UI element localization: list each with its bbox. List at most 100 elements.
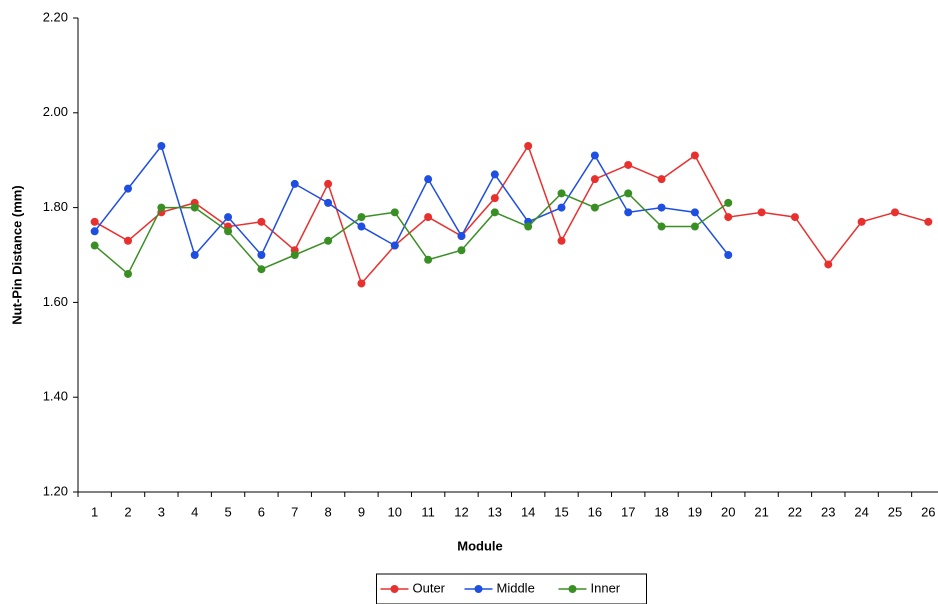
data-point	[357, 213, 366, 222]
legend-marker	[568, 585, 577, 593]
data-point	[190, 203, 199, 212]
data-point	[257, 265, 266, 274]
data-point	[824, 260, 833, 269]
data-point	[390, 208, 399, 217]
data-point	[157, 141, 166, 150]
data-point	[357, 222, 366, 231]
data-point	[390, 241, 399, 250]
data-point	[424, 255, 433, 264]
legend-marker	[474, 585, 483, 593]
data-point	[790, 213, 799, 222]
data-point	[590, 151, 599, 160]
series-line	[94, 144, 929, 285]
data-point	[490, 170, 499, 179]
x-tick-label: 13	[488, 504, 502, 519]
data-point	[657, 203, 666, 212]
x-tick-label: 14	[521, 504, 535, 519]
legend: Outer Middle Inner	[376, 573, 647, 604]
data-point	[290, 251, 299, 259]
x-tick-label: 26	[921, 504, 935, 519]
x-tick-label: 2	[124, 504, 131, 519]
y-tick-label: 1.80	[43, 199, 68, 214]
x-tick-label: 12	[454, 504, 468, 519]
data-point	[557, 236, 566, 245]
data-point	[224, 213, 233, 222]
y-tick-label: 2.20	[43, 9, 68, 24]
data-point	[124, 236, 133, 245]
data-point	[690, 151, 699, 160]
x-tick-label: 3	[158, 504, 165, 519]
x-tick-label: 18	[654, 504, 668, 519]
data-point	[890, 208, 899, 217]
y-axis-title: Nut-Pin Distance (mm)	[9, 185, 24, 324]
x-tick-label: 5	[224, 504, 231, 519]
x-axis-title: Module	[457, 538, 503, 553]
x-tick-label: 23	[821, 504, 835, 519]
x-tick-label: 7	[291, 504, 298, 519]
x-tick-label: 15	[554, 504, 568, 519]
data-point	[724, 251, 733, 259]
data-point	[190, 251, 199, 259]
data-point	[624, 160, 633, 169]
data-point	[624, 208, 633, 217]
data-point	[257, 251, 266, 259]
x-tick-label: 16	[588, 504, 602, 519]
legend-marker	[390, 585, 399, 593]
data-point	[324, 236, 333, 245]
data-point	[657, 222, 666, 231]
series-line	[94, 144, 729, 257]
x-tick-label: 17	[621, 504, 635, 519]
data-point	[924, 217, 933, 226]
x-tick-label: 25	[888, 504, 902, 519]
data-point	[290, 179, 299, 188]
data-point	[757, 208, 766, 217]
legend-box	[376, 573, 647, 604]
data-point	[490, 208, 499, 217]
data-point	[557, 189, 566, 198]
y-tick-label: 1.20	[43, 483, 68, 498]
legend-label: Middle	[497, 580, 535, 595]
legend-label: Inner	[591, 580, 621, 595]
x-tick-label: 22	[788, 504, 802, 519]
y-tick-label: 1.60	[43, 294, 68, 309]
data-point	[324, 198, 333, 207]
data-point	[624, 189, 633, 198]
data-point	[157, 203, 166, 212]
data-point	[857, 217, 866, 226]
x-tick-label: 4	[191, 504, 198, 519]
data-point	[490, 194, 499, 203]
data-point	[124, 269, 133, 278]
x-tick-label: 20	[721, 504, 735, 519]
y-tick-label: 2.00	[43, 104, 68, 119]
data-point	[424, 213, 433, 222]
data-point	[590, 175, 599, 184]
data-point	[690, 208, 699, 217]
data-point	[90, 241, 99, 250]
data-point	[557, 203, 566, 212]
data-point	[724, 198, 733, 207]
data-point	[457, 232, 466, 241]
x-tick-label: 21	[754, 504, 768, 519]
data-point	[690, 222, 699, 231]
x-tick-label: 24	[854, 504, 868, 519]
data-point	[424, 175, 433, 184]
legend-label: Outer	[413, 580, 446, 595]
x-tick-label: 9	[358, 504, 365, 519]
data-point	[724, 213, 733, 222]
data-point	[90, 227, 99, 236]
x-tick-label: 8	[324, 504, 331, 519]
data-point	[590, 203, 599, 212]
data-point	[657, 175, 666, 184]
data-point	[90, 217, 99, 226]
data-point	[324, 179, 333, 188]
series-line	[94, 192, 729, 276]
x-tick-label: 6	[258, 504, 265, 519]
data-point	[124, 184, 133, 193]
data-point	[457, 246, 466, 255]
x-tick-label: 11	[421, 504, 435, 519]
data-point	[257, 217, 266, 226]
x-tick-label: 10	[388, 504, 402, 519]
data-point	[524, 222, 533, 231]
data-point	[357, 279, 366, 288]
